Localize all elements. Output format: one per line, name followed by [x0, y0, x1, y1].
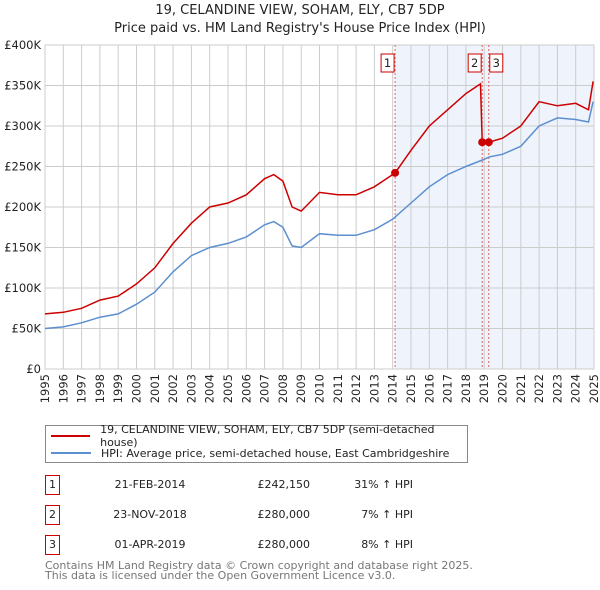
- y-tick-label: £400K: [4, 38, 41, 52]
- x-tick-label: 2014: [386, 374, 400, 403]
- sale-label-box: [380, 53, 395, 73]
- sale-point: [478, 138, 487, 147]
- x-tick-label: 2008: [276, 374, 290, 403]
- x-tick-label: 2012: [349, 374, 363, 403]
- x-tick-label: 2017: [441, 374, 455, 403]
- sale-hpi: 7% ↑ HPI: [361, 508, 413, 521]
- legend-swatch-red: [51, 435, 91, 437]
- sale-label-box: [467, 53, 482, 73]
- subtitle: Price paid vs. HM Land Registry's House …: [114, 21, 486, 36]
- y-tick-label: £250K: [4, 160, 41, 174]
- sale-marker: 3: [45, 535, 60, 555]
- x-tick-label: 1999: [111, 374, 125, 403]
- sale-label: 1: [384, 56, 391, 70]
- x-tick-label: 2010: [313, 374, 327, 403]
- y-tick-label: £100K: [4, 281, 41, 295]
- legend-label: 19, CELANDINE VIEW, SOHAM, ELY, CB7 5DP …: [100, 423, 435, 449]
- x-tick-label: 2021: [514, 374, 528, 403]
- chart: £0 £50K £100K £150K £200K £250K £300K £350K £400…: [4, 38, 600, 403]
- sale-marker: 2: [45, 505, 60, 525]
- x-tick-label: 2022: [532, 374, 546, 403]
- footer: Contains HM Land Registry data © Crown c…: [45, 559, 473, 582]
- sale-hpi: 8% ↑ HPI: [361, 538, 413, 551]
- x-tick-label: 2006: [239, 374, 253, 403]
- sale-label: 2: [471, 56, 478, 70]
- property-price-line: [44, 81, 594, 315]
- footer-line: Contains HM Land Registry data © Crown c…: [45, 559, 473, 572]
- y-tick-label: £150K: [4, 241, 41, 255]
- x-tick-label: 2011: [331, 374, 345, 403]
- sale-date: 01-APR-2019: [114, 538, 186, 551]
- x-tick-label: 2003: [184, 374, 198, 403]
- sale-label: 3: [493, 56, 500, 70]
- legend-swatch-blue: [51, 452, 91, 454]
- x-tick-label: 2019: [477, 374, 491, 403]
- sale-price: £280,000: [257, 508, 311, 521]
- x-tick-label: 2023: [550, 374, 564, 403]
- x-tick-label: 2015: [404, 374, 418, 403]
- x-tick-label: 2005: [221, 374, 235, 403]
- legend-item-property: 19, CELANDINE VIEW, SOHAM, ELY, CB7 5DP …: [51, 423, 467, 449]
- legend: 19, CELANDINE VIEW, SOHAM, ELY, CB7 5DP …: [45, 423, 468, 463]
- x-tick-label: 2025: [587, 374, 600, 403]
- y-tick-label: £0: [26, 362, 41, 376]
- sale-hpi: 31% ↑ HPI: [354, 478, 413, 491]
- plot-frame: [44, 44, 595, 370]
- table-row: 3 01-APR-2019 £280,000 8% ↑ HPI: [45, 535, 445, 555]
- x-tick-label: 2020: [496, 374, 510, 403]
- y-tick-label: £200K: [4, 200, 41, 214]
- x-tick-label: 2009: [294, 374, 308, 403]
- x-tick-label: 2001: [148, 374, 162, 403]
- sale-date: 21-FEB-2014: [114, 478, 186, 491]
- title: 19, CELANDINE VIEW, SOHAM, ELY, CB7 5DP: [155, 3, 445, 18]
- x-tick-label: 2007: [258, 374, 272, 403]
- table-row: 1 21-FEB-2014 £242,150 31% ↑ HPI: [45, 475, 445, 495]
- chart-title: 19, CELANDINE VIEW, SOHAM, ELY, CB7 5DP …: [0, 2, 600, 38]
- x-tick-label: 2024: [569, 374, 583, 403]
- y-tick-label: £350K: [4, 79, 41, 93]
- x-tick-label: 2004: [203, 374, 217, 403]
- y-tick-label: £50K: [12, 322, 42, 336]
- x-tick-label: 2000: [130, 374, 144, 403]
- x-tick-label: 2016: [422, 374, 436, 403]
- x-tick-label: 2013: [367, 374, 381, 403]
- legend-label: HPI: Average price, semi-detached house,…: [101, 446, 450, 460]
- sale-point: [391, 168, 400, 177]
- x-tick-label: 1998: [93, 374, 107, 403]
- x-tick-label: 1995: [38, 374, 52, 403]
- sale-price: £280,000: [257, 538, 311, 551]
- sale-price: £242,150: [257, 478, 311, 491]
- y-tick-label: £300K: [4, 119, 41, 133]
- x-tick-label: 1996: [56, 374, 70, 403]
- hpi-line: [44, 101, 594, 330]
- sale-marker: 1: [45, 475, 60, 495]
- footer-line: This data is licensed under the Open Gov…: [45, 569, 396, 582]
- legend-item-hpi: HPI: Average price, semi-detached house,…: [51, 445, 449, 461]
- sale-date: 23-NOV-2018: [113, 508, 187, 521]
- x-tick-label: 1997: [75, 374, 89, 403]
- x-tick-label: 2002: [166, 374, 180, 403]
- table-row: 2 23-NOV-2018 £280,000 7% ↑ HPI: [45, 505, 445, 525]
- sale-point: [484, 138, 493, 147]
- x-tick-label: 2018: [459, 374, 473, 403]
- sale-label-box: [489, 53, 504, 73]
